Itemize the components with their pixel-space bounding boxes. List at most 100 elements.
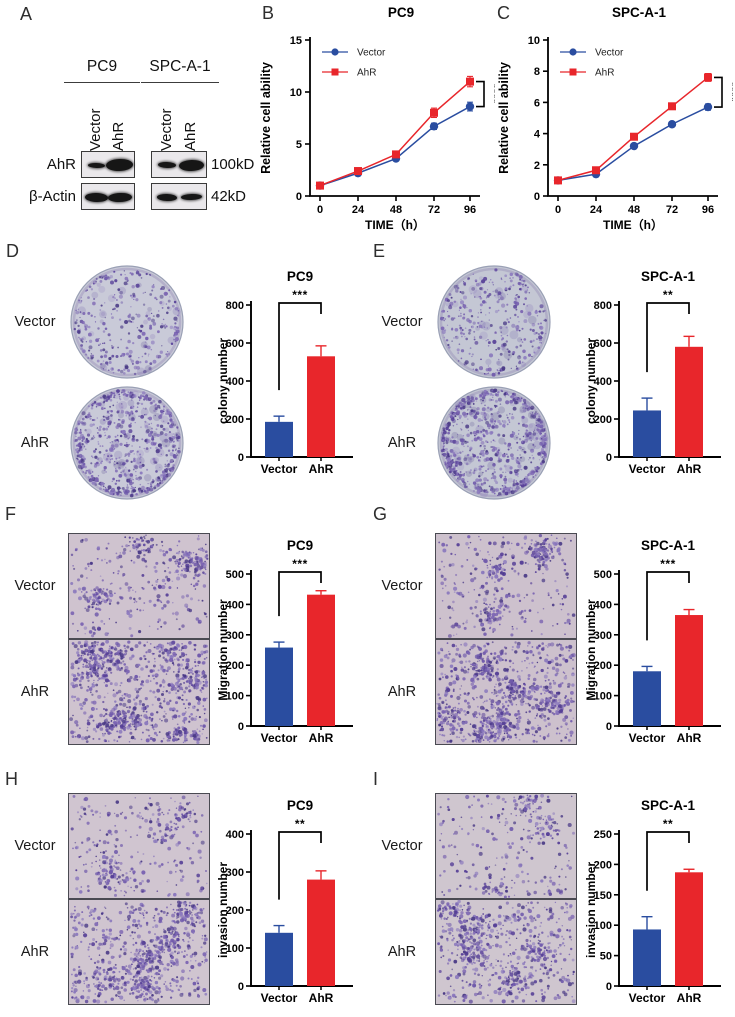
protein-label-ahr: AhR: [46, 156, 76, 173]
micrograph-row: Vector: [369, 793, 577, 899]
panel-label-e: E: [373, 241, 386, 261]
svg-text:0: 0: [317, 204, 323, 216]
migration-fields-spca1: Vector AhR: [369, 533, 577, 745]
svg-text:96: 96: [702, 204, 714, 216]
panel-invasion-pc9: H Vector AhR PC9 invasion number 0 100 200 300…: [0, 765, 367, 1017]
svg-text:PC9: PC9: [287, 269, 313, 284]
micro-label-ahr: AhR: [20, 684, 50, 700]
micro-label-vector: Vector: [14, 578, 56, 594]
svg-text:400: 400: [226, 376, 244, 388]
svg-text:PC9: PC9: [388, 5, 414, 20]
colony-chart-spca1: SPC-A-1 colony number 0 200 400 600 800 Vector A…: [584, 269, 721, 476]
micrograph-vector: [68, 533, 210, 639]
svg-text:400: 400: [226, 599, 244, 611]
protein-band: [106, 158, 134, 172]
panel-invasion-spca1: I Vector AhR SPC-A-1 invasion number 0 50 100…: [367, 765, 735, 1017]
micrograph-row: AhR: [2, 639, 210, 745]
micro-label-ahr: AhR: [20, 435, 50, 451]
mw-label-42kd: 42kD: [211, 188, 247, 205]
svg-text:0: 0: [296, 191, 302, 203]
blot-box: [81, 151, 135, 178]
panel-label-f: F: [5, 504, 16, 524]
colony-plate-ahr: [437, 386, 551, 500]
svg-text:colony number: colony number: [216, 338, 230, 424]
colony-plate-vector: [70, 265, 184, 379]
micrograph-row: AhR: [369, 899, 577, 1005]
micrograph-row: AhR: [2, 385, 186, 501]
svg-text:600: 600: [594, 338, 612, 350]
micrograph-vector: [435, 793, 577, 899]
blot-box: [151, 183, 207, 210]
svg-text:800: 800: [594, 300, 612, 312]
svg-text:colony number: colony number: [584, 338, 598, 424]
colony-plate-ahr: [70, 386, 184, 500]
micrograph-row: Vector: [2, 264, 186, 380]
header-rule: [141, 82, 219, 83]
migration-chart-pc9: PC9 Migration number 0 100 200 300 400 500 Vecto…: [216, 538, 353, 745]
cell-line-header-spca1: SPC-A-1: [149, 58, 211, 75]
svg-text:300: 300: [226, 630, 244, 642]
svg-text:24: 24: [352, 204, 365, 216]
micrograph-ahr: [68, 639, 210, 745]
micrograph-row: Vector: [2, 793, 210, 899]
panel-growth-pc9: B PC9 Relative cell ability 0 5 10 15 0 24 48 72 9…: [256, 0, 495, 237]
micrograph-row: AhR: [369, 639, 577, 745]
svg-text:****: ****: [488, 84, 495, 104]
svg-text:AhR: AhR: [309, 462, 334, 476]
svg-text:AhR: AhR: [595, 68, 614, 79]
svg-text:10: 10: [290, 87, 302, 99]
svg-text:AhR: AhR: [677, 462, 702, 476]
colony-plates-spca1: Vector AhR: [369, 264, 553, 501]
protein-band: [178, 159, 204, 171]
panel-western-blot: A PC9 SPC-A-1 Vector AhR Vector AhR AhR …: [0, 0, 255, 237]
micrograph-ahr: [68, 899, 210, 1005]
svg-text:0: 0: [238, 721, 244, 733]
svg-text:**: **: [663, 288, 673, 302]
protein-band: [158, 161, 177, 169]
svg-text:0: 0: [238, 452, 244, 464]
header-rule: [64, 82, 140, 83]
svg-text:Vector: Vector: [595, 48, 624, 59]
lane-label-ahr-spca1: AhR: [182, 121, 199, 151]
micrograph-ahr: [435, 639, 577, 745]
svg-text:200: 200: [226, 414, 244, 426]
svg-text:10: 10: [528, 35, 540, 47]
panel-label-a: A: [20, 4, 33, 24]
panel-label-h: H: [5, 769, 18, 789]
growth-curve-pc9: PC9 Relative cell ability 0 5 10 15 0 24 48 72 96 T…: [259, 5, 495, 232]
svg-text:0: 0: [555, 204, 561, 216]
svg-text:Relative cell ability: Relative cell ability: [259, 62, 273, 174]
panel-label-c: C: [497, 3, 510, 23]
panel-migration-spca1: G Vector AhR SPC-A-1 Migration number 0 100 2…: [367, 500, 735, 765]
lane-label-vector-spca1: Vector: [158, 108, 175, 151]
svg-text:TIME（h）: TIME（h）: [365, 217, 425, 232]
svg-text:SPC-A-1: SPC-A-1: [612, 5, 666, 20]
micro-label-ahr: AhR: [387, 944, 417, 960]
protein-band: [87, 162, 106, 168]
migration-fields-pc9: Vector AhR: [2, 533, 210, 745]
panel-label-g: G: [373, 504, 388, 524]
protein-label-bactin: β-Actin: [29, 188, 76, 205]
panel-growth-spca1: C SPC-A-1 Relative cell ability 0 2 4 6 8 10 0 24…: [494, 0, 735, 237]
svg-text:48: 48: [628, 204, 640, 216]
svg-text:200: 200: [226, 660, 244, 672]
western-blot: PC9 SPC-A-1 Vector AhR Vector AhR AhR β-…: [0, 0, 255, 237]
svg-text:4: 4: [534, 129, 541, 141]
panel-colony-spca1: E Vector AhR SPC-A-1 colony number 0 200 400 6…: [367, 237, 735, 500]
svg-text:100: 100: [226, 691, 244, 703]
panel-label-b: B: [262, 3, 275, 23]
svg-text:Vector: Vector: [357, 48, 386, 59]
micrograph-row: Vector: [369, 533, 577, 639]
svg-text:96: 96: [464, 204, 476, 216]
svg-text:PC9: PC9: [287, 538, 313, 553]
lane-label-ahr-pc9: AhR: [110, 121, 127, 151]
svg-text:***: ***: [292, 557, 308, 571]
micro-label-ahr: AhR: [20, 944, 50, 960]
svg-text:SPC-A-1: SPC-A-1: [641, 269, 695, 284]
svg-text:6: 6: [534, 97, 540, 109]
protein-band: [156, 193, 178, 201]
svg-text:15: 15: [290, 35, 302, 47]
